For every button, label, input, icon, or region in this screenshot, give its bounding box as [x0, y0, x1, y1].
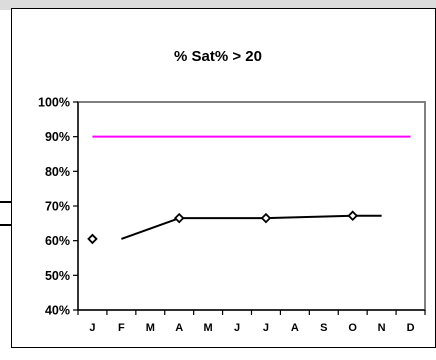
- top-strip: [0, 0, 436, 10]
- chart-title: % Sat% > 20: [174, 48, 262, 65]
- x-tick-label: A: [175, 322, 183, 334]
- y-tick-label: 60%: [45, 234, 70, 248]
- x-tick-label: A: [291, 322, 299, 334]
- x-tick-label: F: [118, 322, 125, 334]
- x-tick-label: J: [263, 322, 269, 334]
- x-tick-label: N: [378, 322, 386, 334]
- data-point-marker: [347, 210, 358, 221]
- x-tick-label: M: [204, 322, 213, 334]
- series-line-segment: [121, 217, 180, 240]
- x-tick-label: M: [146, 322, 155, 334]
- x-tick-label: S: [320, 322, 327, 334]
- data-point-marker: [173, 212, 185, 224]
- x-tick-label: J: [234, 322, 240, 334]
- y-tick-label: 50%: [45, 269, 70, 283]
- left-tab-line-lower: [0, 224, 12, 226]
- y-tick-label: 40%: [45, 304, 70, 318]
- x-tick-label: O: [348, 322, 357, 334]
- y-tick-label: 80%: [45, 165, 70, 179]
- plot-area: [77, 101, 426, 311]
- y-tick-label: 90%: [45, 130, 70, 144]
- series-line-segment: [265, 214, 353, 220]
- left-tab-line-upper: [0, 201, 12, 203]
- chart-frame: [11, 8, 436, 348]
- data-point-marker: [260, 212, 272, 224]
- x-tick-label: D: [407, 322, 415, 334]
- y-tick-label: 70%: [45, 200, 70, 214]
- data-point-marker: [87, 233, 98, 245]
- y-tick-label: 100%: [38, 96, 70, 110]
- x-tick-label: J: [89, 322, 95, 334]
